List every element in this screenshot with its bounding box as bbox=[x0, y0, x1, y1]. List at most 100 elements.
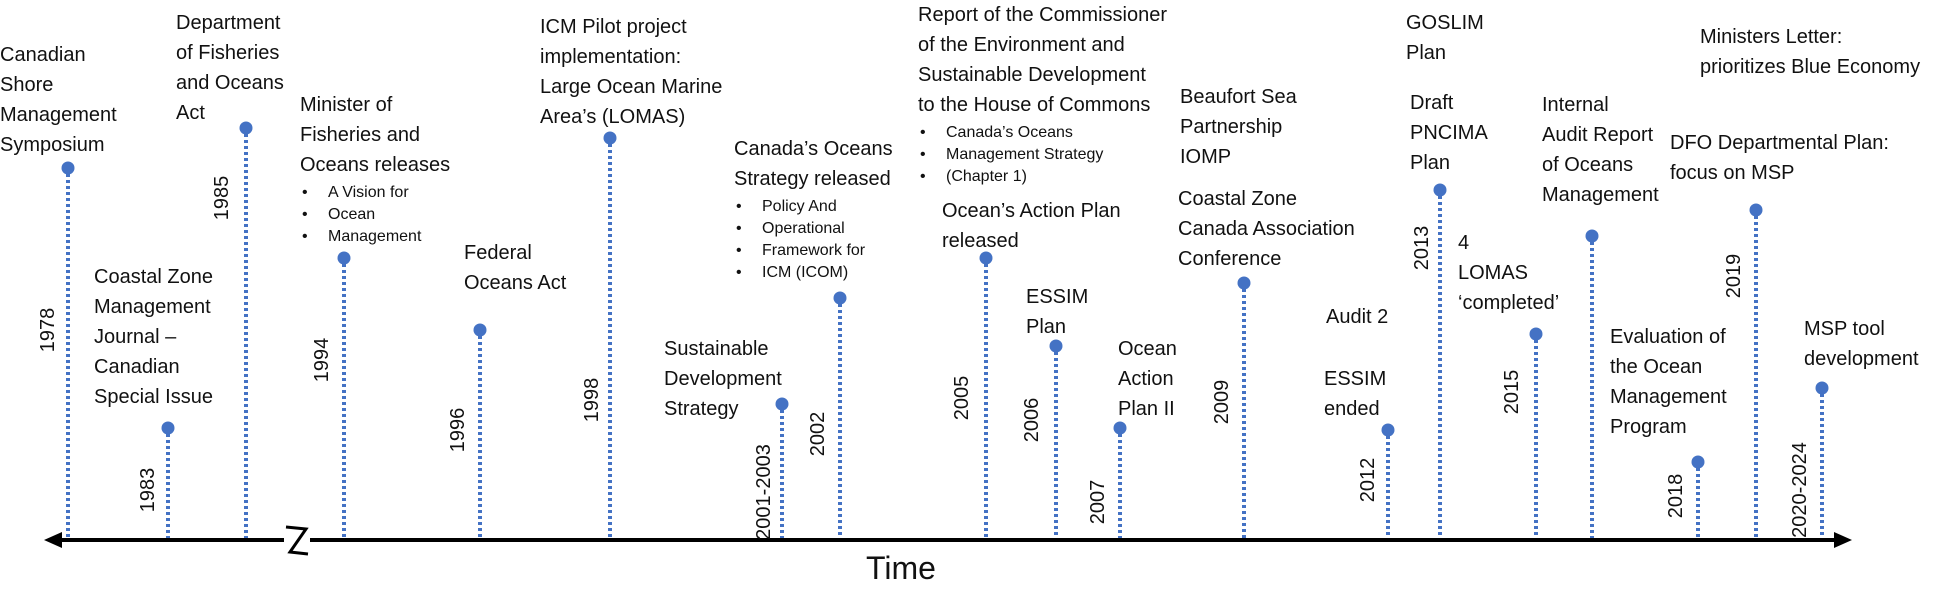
event-label-line: Development bbox=[664, 368, 782, 390]
event-label-line: of Oceans bbox=[1542, 154, 1634, 176]
time-axis-right-arrow bbox=[1834, 532, 1852, 548]
event-label-line: Conference bbox=[1178, 248, 1282, 270]
event-label-line: Special Issue bbox=[94, 386, 213, 408]
year-label: 2019 bbox=[1723, 253, 1745, 299]
event-label: ESSIM Plan bbox=[1026, 282, 1088, 342]
event-label-line: the Ocean bbox=[1610, 356, 1703, 378]
event-marker bbox=[1113, 421, 1127, 435]
event-label-line: LOMAS bbox=[1458, 262, 1529, 284]
event-label-line: Canadian bbox=[94, 356, 180, 378]
event-label-bullet-item: Management bbox=[302, 226, 450, 248]
event-label-line: development bbox=[1804, 348, 1919, 370]
event-marker bbox=[1433, 183, 1447, 197]
event-label-line: Management bbox=[1610, 386, 1727, 408]
event-label-bullet-item: Policy And bbox=[736, 196, 893, 218]
event-marker bbox=[473, 323, 487, 337]
event-label: Department of Fisheries and Oceans Act bbox=[176, 8, 284, 128]
event-label-line: ESSIM bbox=[1324, 368, 1387, 390]
year-label: 2001-2003 bbox=[753, 444, 775, 540]
event-marker bbox=[1049, 339, 1063, 353]
note-label-line: Audit 2 bbox=[1326, 306, 1389, 328]
axis-break-icon bbox=[284, 523, 310, 557]
event-label-line: Management bbox=[1542, 184, 1659, 206]
event-label: Canadian Shore Management Symposium bbox=[0, 40, 117, 160]
event-label-bullet-item: Operational bbox=[736, 218, 893, 240]
year-label: 2018 bbox=[1665, 473, 1687, 519]
note-label-line: Report of the Commissioner bbox=[918, 4, 1167, 26]
year-label: 1985 bbox=[211, 175, 233, 221]
year-label: 2020-2024 bbox=[1789, 442, 1811, 538]
event-label-line: Evaluation of bbox=[1610, 326, 1726, 348]
event-label-line: Area’s (LOMAS) bbox=[540, 106, 686, 128]
event-marker bbox=[239, 121, 253, 135]
event-label-line: Oceans releases bbox=[300, 154, 451, 176]
event-label-line: ended bbox=[1324, 398, 1380, 420]
event-marker bbox=[1237, 276, 1251, 290]
event-label-line: Symposium bbox=[0, 134, 105, 156]
event-label-line: ICM Pilot project bbox=[540, 16, 687, 38]
event-label-line: Program bbox=[1610, 416, 1687, 438]
year-label: 2005 bbox=[951, 375, 973, 421]
time-axis-left-arrow bbox=[44, 532, 62, 548]
event-label-line: 4 bbox=[1458, 232, 1470, 254]
event-label: MSP tool development bbox=[1804, 314, 1919, 374]
event-label: ICM Pilot project implementation: Large Oc… bbox=[540, 12, 722, 132]
note-label-line: to the House of Commons bbox=[918, 94, 1151, 116]
event-marker bbox=[775, 397, 789, 411]
event-label: Canada’s Oceans Strategy released Policy A… bbox=[734, 134, 893, 284]
event-label-line: ‘completed’ bbox=[1458, 292, 1560, 314]
note-label-line: IOMP bbox=[1180, 146, 1232, 168]
year-label: 2009 bbox=[1211, 379, 1233, 425]
event-marker bbox=[979, 251, 993, 265]
event-label-line: Canadian bbox=[0, 44, 86, 66]
event-label: Coastal Zone Canada Association Conference bbox=[1178, 184, 1355, 274]
event-label-line: Strategy bbox=[664, 398, 739, 420]
event-label-line: implementation: bbox=[540, 46, 682, 68]
event-label-line: Ocean bbox=[1118, 338, 1177, 360]
year-label: 1996 bbox=[447, 407, 469, 453]
event-label-bullet-item: ICM (ICOM) bbox=[736, 262, 893, 284]
event-marker bbox=[1529, 327, 1543, 341]
event-label-line: Plan bbox=[1026, 316, 1067, 338]
event-marker bbox=[1691, 455, 1705, 469]
note-label-line: Ministers Letter: bbox=[1700, 26, 1843, 48]
note-label-line: Beaufort Sea bbox=[1180, 86, 1297, 108]
event-label: Sustainable Development Strategy bbox=[664, 334, 782, 424]
event-label: Minister of Fisheries and Oceans releases A… bbox=[300, 90, 450, 248]
event-label-line: released bbox=[942, 230, 1019, 252]
event-label: ESSIM ended bbox=[1324, 364, 1386, 424]
event-marker bbox=[1585, 229, 1599, 243]
event-label-bullet-list: A Vision forOceanManagement bbox=[300, 182, 450, 248]
event-label: Coastal Zone Management Journal – Canadian S… bbox=[94, 262, 213, 412]
event-label-line: ESSIM bbox=[1026, 286, 1089, 308]
event-label-line: Department bbox=[176, 12, 281, 34]
event-label: DFO Departmental Plan: focus on MSP bbox=[1670, 128, 1889, 188]
event-label-line: Journal – bbox=[94, 326, 177, 348]
event-label-line: Coastal Zone bbox=[94, 266, 213, 288]
event-label-line: Shore bbox=[0, 74, 54, 96]
event-label-line: Plan II bbox=[1118, 398, 1175, 420]
note-label-line: prioritizes Blue Economy bbox=[1700, 56, 1921, 78]
note-label-line: of the Environment and bbox=[918, 34, 1125, 56]
event-marker bbox=[603, 131, 617, 145]
event-marker bbox=[1749, 203, 1763, 217]
note-label: Audit 2 bbox=[1326, 302, 1388, 332]
event-label-line: Coastal Zone bbox=[1178, 188, 1297, 210]
note-label-bullet-item: (Chapter 1) bbox=[920, 166, 1167, 188]
event-markers bbox=[61, 121, 1829, 469]
event-label-line: focus on MSP bbox=[1670, 162, 1795, 184]
event-label-line: Minister of bbox=[300, 94, 393, 116]
event-label-line: Strategy released bbox=[734, 168, 891, 190]
event-label-line: DFO Departmental Plan: bbox=[1670, 132, 1889, 154]
event-label: Federal Oceans Act bbox=[464, 238, 566, 298]
event-marker bbox=[1381, 423, 1395, 437]
event-marker bbox=[337, 251, 351, 265]
event-marker bbox=[161, 421, 175, 435]
event-label-line: Canada Association bbox=[1178, 218, 1355, 240]
event-label-line: Large Ocean Marine bbox=[540, 76, 723, 98]
event-label: 4 LOMAS ‘completed’ bbox=[1458, 228, 1559, 318]
event-label-line: Management bbox=[0, 104, 117, 126]
event-label: Ocean’s Action Plan released bbox=[942, 196, 1121, 256]
event-label-line: Act bbox=[176, 102, 205, 124]
